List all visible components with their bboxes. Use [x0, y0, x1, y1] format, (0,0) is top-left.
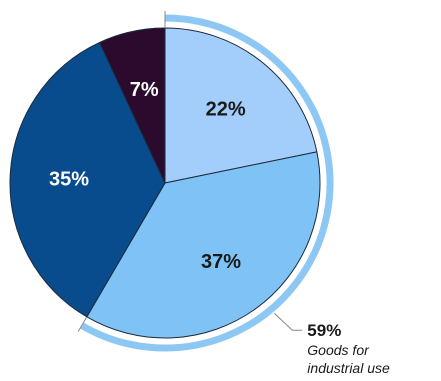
pie-slice: [99, 27, 166, 184]
pie-slice: [86, 151, 321, 339]
slice-label: 22%: [206, 99, 246, 121]
pie-slice: [164, 27, 318, 184]
highlight-arc: [79, 14, 334, 352]
callout-value: 59%: [307, 321, 341, 340]
pie-slices: [9, 27, 321, 339]
callout-text-line2: industrial use: [307, 360, 390, 376]
slice-label: 37%: [201, 251, 241, 273]
callout-text-line1: Goods for: [307, 342, 370, 358]
highlight-bottom-tick: [77, 316, 88, 332]
highlight-group: 59% Goods for industrial use: [77, 11, 390, 376]
slice-label: 7%: [130, 79, 159, 101]
slice-label: 35%: [49, 169, 89, 191]
pie-slice: [9, 41, 166, 318]
callout-leader-line: [273, 312, 303, 331]
slice-labels: 22% 37% 35% 7%: [49, 79, 246, 273]
